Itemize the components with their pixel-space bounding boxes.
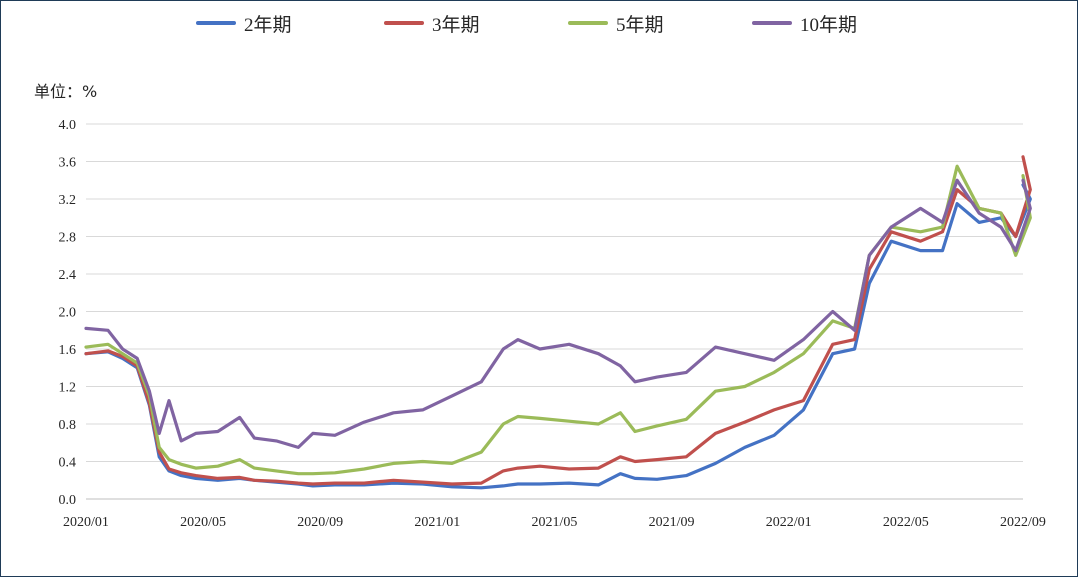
legend-label-10y: 10年期	[800, 14, 858, 36]
series-line-2	[84, 155, 1032, 486]
y-tick-label: 0.0	[59, 493, 77, 508]
x-tick-label: 2022/09	[1000, 515, 1046, 530]
y-tick-label: 0.8	[59, 418, 77, 433]
legend-item-3y: 3年期	[384, 8, 480, 38]
chart-legend: 2年期 3年期 5年期 10年期	[0, 8, 1080, 38]
gridlines	[86, 123, 1023, 500]
series-lines	[84, 155, 1032, 490]
x-axis-ticks: 2020/01 2020/05 2020/09 2021/01 2021/05 2021/…	[63, 515, 1046, 530]
y-tick-label: 0.4	[59, 456, 77, 471]
x-tick-label: 2020/09	[297, 515, 343, 530]
legend-label-2y: 2年期	[244, 14, 292, 36]
y-tick-label: 3.2	[59, 193, 77, 208]
legend-item-2y: 2年期	[196, 8, 292, 38]
legend-item-5y: 5年期	[568, 8, 664, 38]
unit-label: 单位：%	[34, 82, 98, 101]
series-line-3	[84, 164, 1032, 476]
legend-item-10y: 10年期	[752, 8, 857, 38]
y-axis-ticks: 0.0 0.4 0.8 1.2 1.6 2.0 2.4 2.8 3.2 3.6 4.0	[59, 118, 77, 508]
y-tick-label: 1.2	[59, 381, 77, 396]
legend-label-3y: 3年期	[432, 14, 480, 36]
y-tick-label: 3.6	[59, 156, 77, 171]
x-tick-label: 2022/05	[883, 515, 929, 530]
y-tick-label: 1.6	[59, 343, 77, 358]
legend-swatch-2y	[196, 21, 236, 25]
x-tick-label: 2020/01	[63, 515, 109, 530]
y-tick-label: 2.0	[59, 306, 77, 321]
y-tick-label: 2.4	[59, 268, 77, 283]
y-tick-label: 4.0	[59, 118, 77, 133]
legend-swatch-3y	[384, 21, 424, 25]
series-line-1	[84, 183, 1032, 490]
x-tick-label: 2022/01	[766, 515, 812, 530]
x-tick-label: 2020/05	[180, 515, 226, 530]
legend-label-5y: 5年期	[616, 14, 664, 36]
legend-swatch-5y	[568, 21, 608, 25]
x-tick-label: 2021/09	[649, 515, 695, 530]
x-tick-label: 2021/05	[532, 515, 578, 530]
y-tick-label: 2.8	[59, 231, 77, 246]
x-tick-label: 2021/01	[414, 515, 460, 530]
legend-swatch-10y	[752, 21, 792, 25]
series-line-4	[84, 178, 1032, 449]
